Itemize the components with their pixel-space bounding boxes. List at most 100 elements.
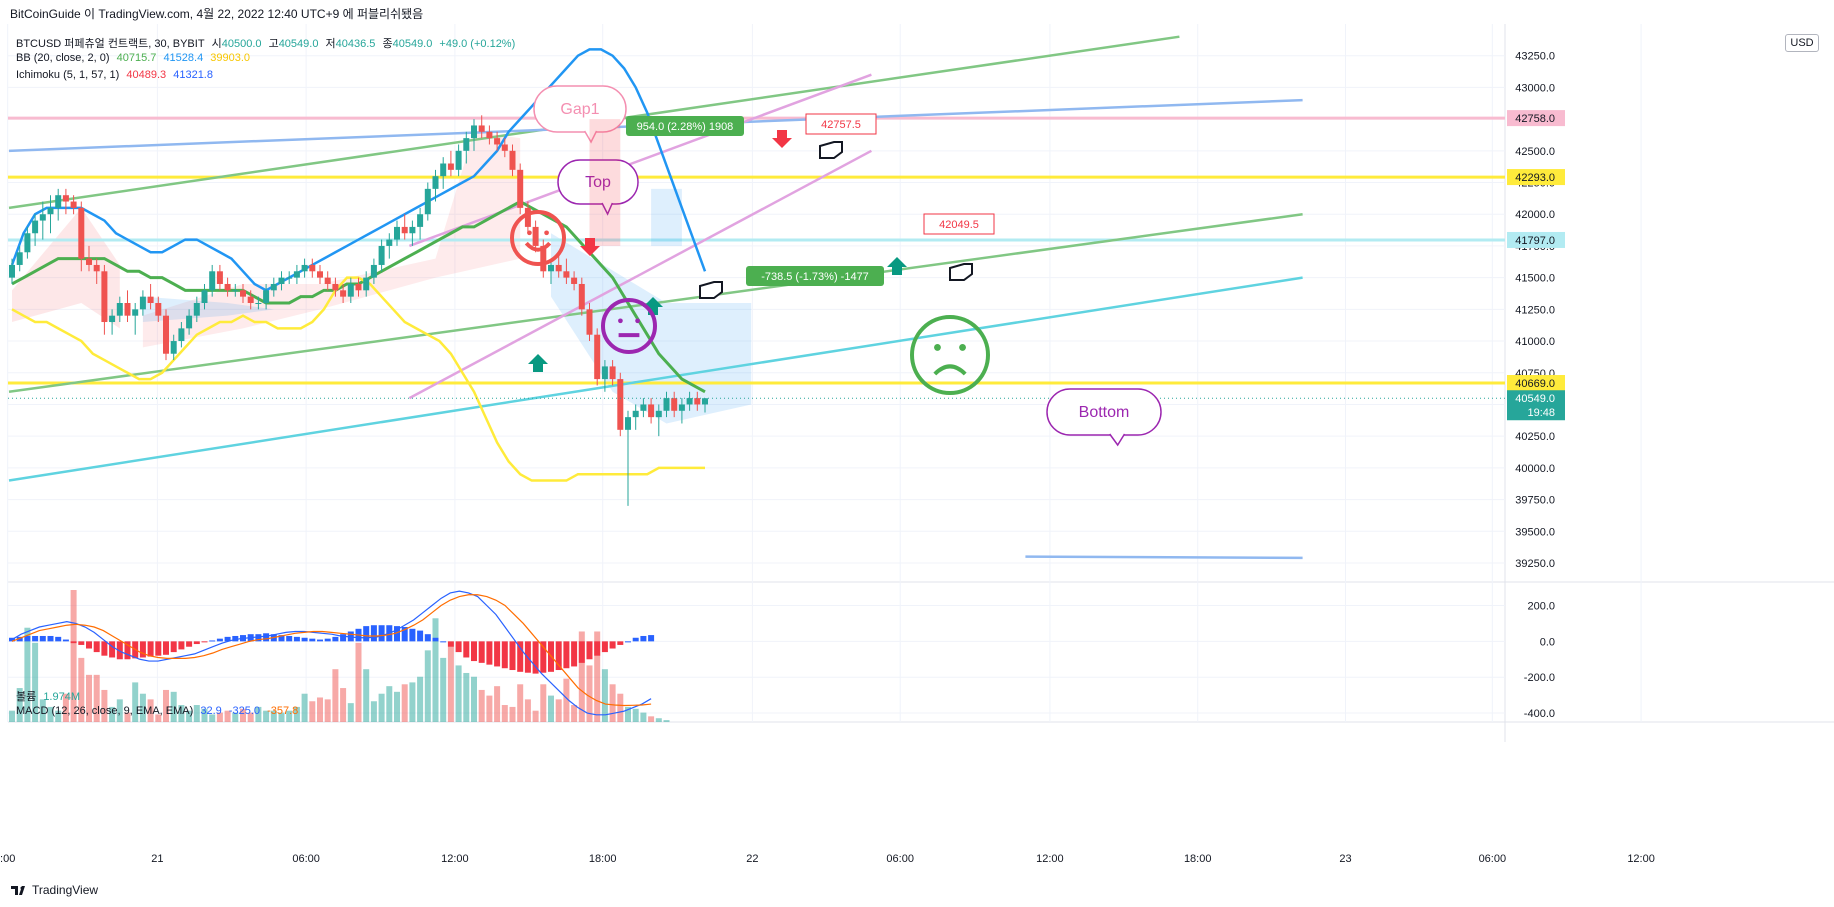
macd-histogram-bar: [155, 641, 162, 656]
volume-bar: [163, 689, 169, 722]
macd-histogram-bar: [193, 641, 200, 645]
volume-bar: [293, 706, 300, 722]
y-tick-label: 42000.0: [1515, 209, 1555, 221]
macd-histogram-bar: [609, 641, 616, 649]
volume-bar: [617, 693, 624, 722]
candle-down: [101, 271, 108, 323]
candle-up: [278, 277, 285, 284]
candle-down: [447, 163, 454, 170]
macd-histogram-bar: [186, 641, 193, 647]
bottom-bubble: [1046, 388, 1162, 436]
candle-down: [332, 283, 339, 291]
happy-face-icon-mouth: [524, 241, 552, 252]
candle-up: [655, 410, 662, 418]
candle-up: [109, 315, 116, 323]
legend-high-label: 고: [268, 38, 279, 50]
macd-histogram-bar: [263, 633, 270, 642]
bottom-tail: [1109, 433, 1126, 447]
pointer-hand-icon: [819, 141, 843, 159]
x-tick-label: 06:00: [886, 853, 914, 865]
y-tick-label: 41250.0: [1515, 304, 1555, 316]
y-tick-label: 39750.0: [1515, 495, 1555, 507]
macd-y-tick-label: 200.0: [1527, 601, 1555, 613]
volume-bar: [370, 701, 377, 722]
macd-histogram-bar: [86, 641, 92, 649]
candle-down: [147, 296, 154, 303]
candle-up: [55, 195, 62, 208]
price-note-1-box: [805, 113, 877, 135]
volume-bar: [486, 695, 493, 722]
candle-down: [309, 264, 316, 272]
macd-histogram-bar: [32, 635, 39, 642]
ichimoku-cloud-2: [142, 131, 521, 348]
volume-bar: [455, 665, 462, 722]
volume-bar: [532, 710, 539, 722]
volume-bar: [62, 693, 69, 722]
volume-bar: [347, 703, 354, 722]
y-tick-label: 39250.0: [1515, 558, 1555, 570]
macd-histogram-bar: [532, 641, 539, 674]
legend-volume-name: 볼륨: [16, 691, 37, 703]
bar-countdown-label: 19:48: [1527, 407, 1555, 419]
candle-up: [186, 315, 193, 329]
legend-low: 40436.5: [335, 38, 376, 50]
candle-down: [317, 271, 323, 278]
volume-bar: [24, 627, 31, 722]
volume-bar: [170, 691, 177, 722]
volume-bar: [447, 646, 454, 722]
macd-y-tick-label: -400.0: [1524, 708, 1555, 720]
x-tick-label: 06:00: [1479, 853, 1507, 865]
volume-bar: [524, 699, 531, 722]
candle-up: [178, 328, 185, 342]
trendline-pink-lower: [408, 149, 872, 400]
volume-bar: [263, 710, 270, 722]
candle-up: [409, 226, 416, 234]
macd-histogram-bar: [340, 634, 347, 642]
candle-down: [571, 277, 578, 284]
macd-histogram-bar: [139, 641, 146, 658]
macd-histogram-bar: [163, 641, 169, 655]
candle-up: [394, 226, 400, 240]
x-tick-label: 18:00: [589, 853, 617, 865]
legend-low-label: 저: [325, 38, 336, 50]
macd-histogram-bar: [424, 634, 431, 642]
macd-histogram-bar: [601, 641, 608, 653]
candle-up: [663, 398, 670, 411]
candle-down: [524, 207, 531, 227]
x-tick-label: 23: [1339, 853, 1351, 865]
candle-up: [39, 214, 46, 221]
tradingview-logo[interactable]: TradingView: [10, 883, 98, 897]
macd-histogram-bar: [216, 638, 223, 642]
volume-bar: [571, 705, 578, 722]
candle-down: [155, 303, 162, 316]
volume-bar: [240, 708, 246, 722]
macd-histogram-bar: [47, 635, 54, 642]
candle-up: [702, 398, 708, 405]
legend-ichimoku-name: Ichimoku (5, 1, 57, 1): [16, 69, 120, 81]
volume-bar: [32, 642, 39, 722]
gap1-tail: [583, 130, 598, 144]
candle-down: [401, 226, 408, 234]
macd-histogram-bar: [555, 641, 562, 671]
volume-bar: [139, 693, 146, 722]
volume-bar: [363, 669, 370, 722]
candle-down: [478, 125, 485, 132]
candle-down: [62, 195, 69, 202]
x-tick-label: :00: [0, 853, 15, 865]
currency-button[interactable]: USD: [1785, 34, 1819, 52]
horizontal-level-label: 42293.0: [1515, 172, 1555, 184]
happy-face-icon-eye: [544, 230, 549, 236]
candle-up: [601, 366, 608, 380]
legend-open: 40500.0: [221, 38, 262, 50]
volume-bar: [301, 693, 308, 722]
volume-bar: [494, 686, 501, 722]
legend-macd-signal: -325.0: [228, 705, 261, 717]
neutral-face-icon-eye: [618, 318, 623, 324]
horizontal-level-label: 41797.0: [1515, 235, 1555, 247]
candle-up: [417, 214, 424, 227]
tradingview-brand: TradingView: [32, 883, 99, 897]
x-tick-label: 12:00: [1036, 853, 1064, 865]
horizontal-level-badge: [1507, 231, 1565, 248]
sad-face-icon-eye: [934, 343, 941, 351]
